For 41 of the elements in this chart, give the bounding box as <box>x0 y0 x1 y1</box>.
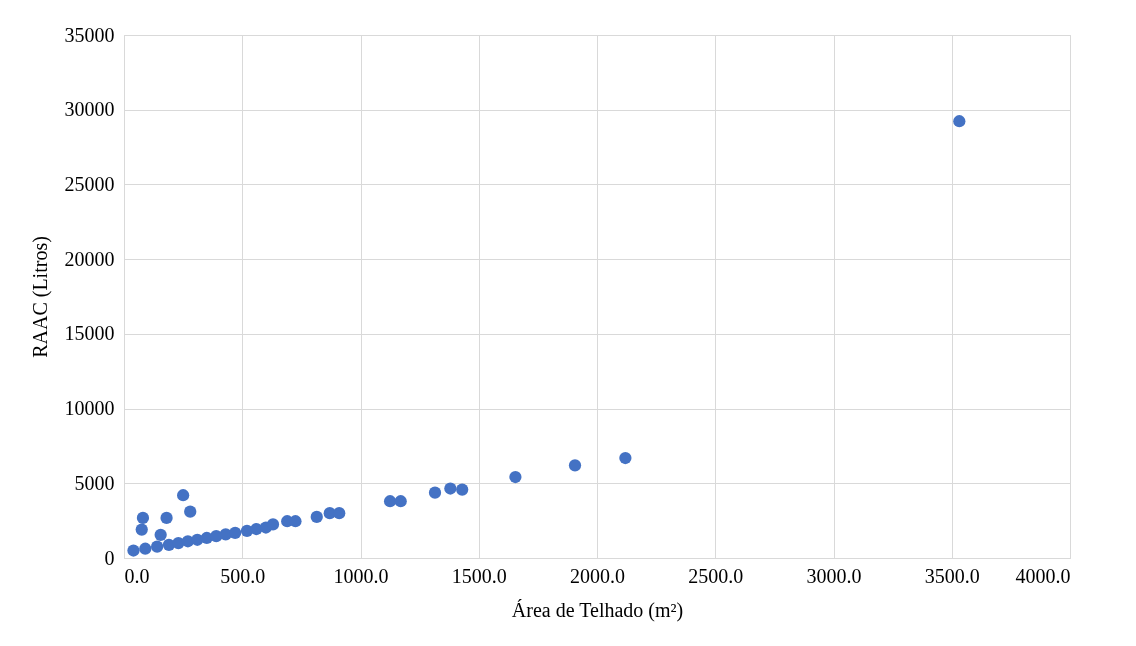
x-axis-title: Área de Telhado (m²) <box>511 598 684 622</box>
y-tick-label: 30000 <box>64 98 115 121</box>
y-tick-label: 0 <box>104 546 115 569</box>
point <box>428 486 442 499</box>
x-tick-label: 1000.0 <box>333 564 389 587</box>
x-tick-label: 3000.0 <box>806 564 862 587</box>
point <box>139 542 152 555</box>
x-tick-label: 1500.0 <box>451 564 507 587</box>
point <box>266 518 280 531</box>
x-tick-label: 2500.0 <box>688 564 744 587</box>
point <box>619 451 632 465</box>
point <box>150 540 164 553</box>
x-tick-label: 0.0 <box>124 564 150 587</box>
point <box>953 115 966 128</box>
point <box>444 482 457 495</box>
y-tick-label: 20000 <box>64 247 115 270</box>
point <box>383 495 397 508</box>
point <box>509 470 522 484</box>
point <box>160 511 173 525</box>
point <box>154 528 167 541</box>
y-tick-label: 10000 <box>64 397 115 420</box>
point <box>177 489 190 502</box>
point <box>184 505 197 518</box>
y-tick-label: 25000 <box>64 172 115 195</box>
y-tick-label: 15000 <box>64 322 115 345</box>
y-tick-label: 35000 <box>64 23 115 46</box>
y-tick-label: 5000 <box>74 471 115 494</box>
point <box>456 483 469 496</box>
x-tick-label: 2000.0 <box>570 564 625 587</box>
point <box>394 495 407 508</box>
point <box>136 511 150 525</box>
point <box>127 544 140 557</box>
point <box>310 510 323 524</box>
point <box>568 459 582 472</box>
point <box>333 507 346 520</box>
x-tick-label: 4000.0 <box>1015 564 1071 587</box>
y-axis-title: RAAC (Litros) <box>28 236 52 358</box>
x-tick-label: 3500.0 <box>924 564 980 587</box>
point <box>229 526 242 540</box>
x-tick-label: 500.0 <box>220 564 266 587</box>
point <box>135 523 148 536</box>
